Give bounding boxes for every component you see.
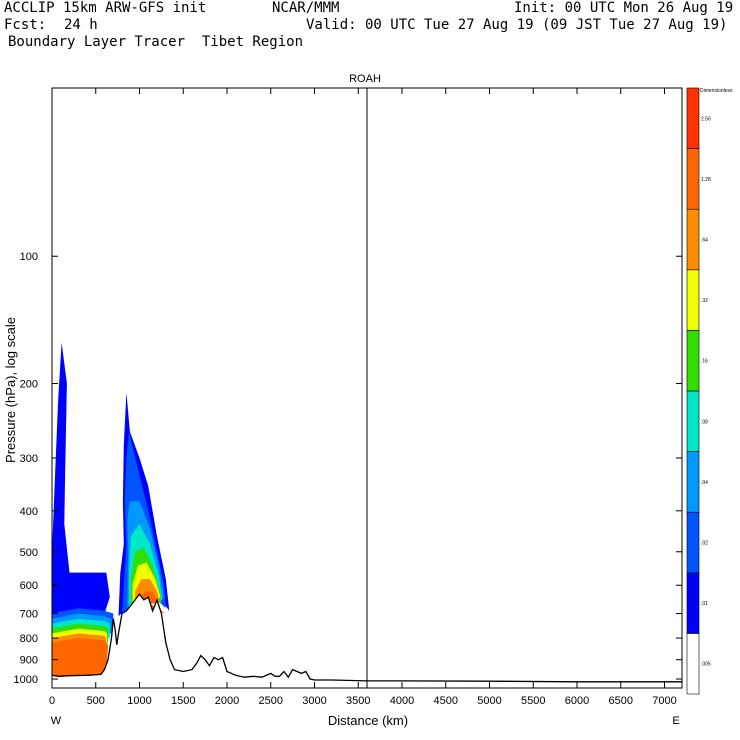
terrain-profile: [52, 593, 682, 688]
colorbar-level-label: .02: [701, 541, 708, 547]
y-tick-label: 100: [20, 251, 38, 263]
x-tick-label: 5000: [477, 695, 501, 707]
colorbar-swatch: [686, 208, 700, 271]
valid-time: Valid: 00 UTC Tue 27 Aug 19 (09 JST Tue …: [306, 17, 728, 33]
y-tick-label: 900: [20, 655, 38, 667]
x-tick-label: 3000: [302, 695, 326, 707]
colorbar-swatch: [686, 572, 700, 634]
x-tick-label: 2500: [259, 695, 283, 707]
colorbar-level-label: .64: [701, 238, 708, 244]
colorbar-level-label: .04: [701, 480, 708, 486]
colorbar-level-label: .16: [701, 359, 708, 365]
x-tick-label: 2000: [215, 695, 239, 707]
y-tick-label: 300: [20, 453, 38, 465]
tracer-fills: [52, 330, 173, 676]
colorbar-level-label: 2.56: [701, 116, 711, 122]
x-tick-label: 4000: [390, 695, 414, 707]
colorbar: .005 .01 .02 .04 .08 .16 .32 .64 1.28 2.56 Dimensi…: [686, 87, 733, 695]
x-tick-label: 3500: [346, 695, 370, 707]
colorbar-title: Dimensionless: [700, 88, 733, 94]
x-tick-label: 5500: [521, 695, 545, 707]
colorbar-swatch: [686, 269, 700, 331]
west-end-label: W: [51, 715, 62, 727]
plot-frame: [51, 87, 683, 689]
east-end-label: E: [672, 715, 679, 727]
init-time: Init: 00 UTC Mon 26 Aug 19: [514, 0, 734, 16]
organization: NCAR/MMM: [272, 0, 340, 16]
x-tick-label: 6000: [565, 695, 589, 707]
colorbar-swatch: [686, 148, 700, 210]
colorbar-level-label: .005: [701, 662, 711, 668]
y-axis: 100 200 300 400 500 600 700 800 900 1000: [14, 251, 682, 686]
x-tick-label: 6500: [609, 695, 633, 707]
y-tick-label: 700: [20, 609, 38, 621]
colorbar-level-label: .08: [701, 419, 708, 425]
y-axis-label: Pressure (hPa), log scale: [3, 317, 18, 463]
tracer-region-17: [52, 638, 108, 676]
terrain-fill: [52, 594, 682, 688]
x-axis: 0 500 1000 1500 2000 2500 3000 3500 4000 4500 5000…: [49, 88, 677, 707]
y-tick-label: 400: [20, 506, 38, 518]
colorbar-swatch: [686, 330, 700, 392]
x-tick-label: 1000: [127, 695, 151, 707]
x-tick-label: 500: [87, 695, 105, 707]
forecast-label: Fcst:: [4, 17, 47, 33]
y-tick-label: 200: [20, 379, 38, 391]
x-tick-label: 7000: [652, 695, 676, 707]
colorbar-swatch: [686, 87, 700, 149]
colorbar-swatch: [686, 633, 700, 695]
y-tick-label: 1000: [14, 674, 38, 686]
colorbar-level-label: .32: [701, 298, 708, 304]
x-tick-label: 0: [49, 695, 55, 707]
y-tick-label: 600: [20, 580, 38, 592]
colorbar-level-label: .01: [701, 601, 708, 607]
colorbar-swatch: [686, 451, 700, 513]
x-axis-label: Distance (km): [328, 713, 408, 728]
chart-title: ROAH: [349, 73, 381, 85]
tracer-region-1: [52, 342, 110, 624]
forecast-hour: 24 h: [64, 17, 98, 33]
y-tick-label: 500: [20, 547, 38, 559]
model-title: ACCLIP 15km ARW-GFS init: [4, 0, 207, 16]
x-tick-label: 1500: [171, 695, 195, 707]
terrain-line: [52, 593, 682, 683]
product-name: Boundary Layer Tracer Tibet Region: [8, 34, 304, 50]
colorbar-swatch: [686, 390, 700, 452]
x-tick-label: 4500: [434, 695, 458, 707]
y-tick-label: 800: [20, 633, 38, 645]
colorbar-level-label: 1.28: [701, 177, 711, 183]
colorbar-swatch: [686, 511, 700, 574]
